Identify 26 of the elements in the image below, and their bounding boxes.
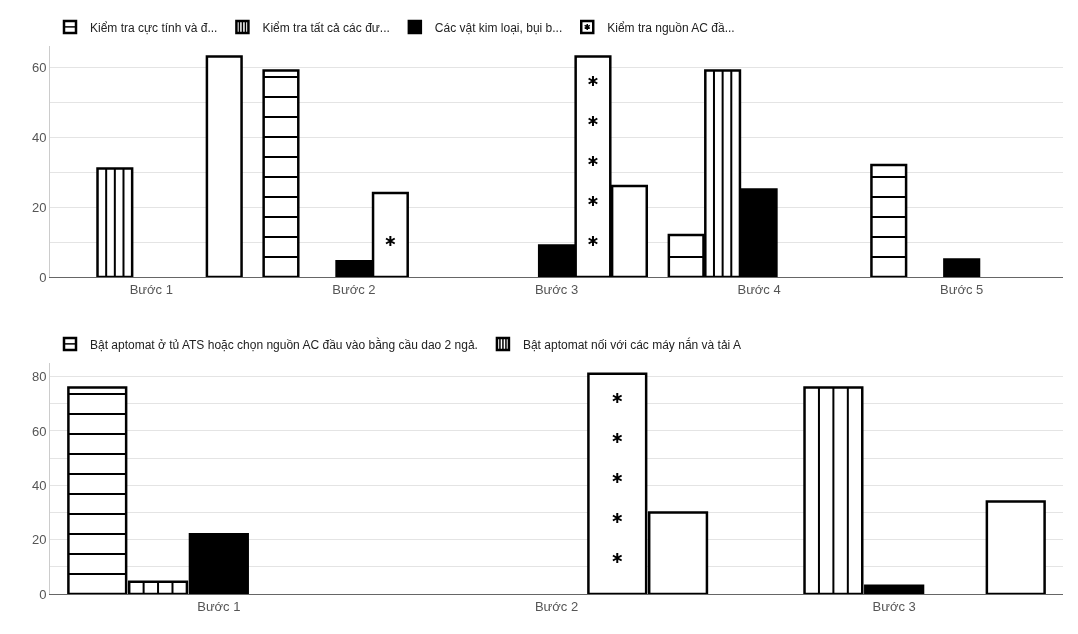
- x-tick-label: Bước 5: [940, 281, 984, 297]
- y-tick-label: 20: [31, 532, 47, 548]
- legend-label: Kiểm tra tất cả các đư...: [262, 20, 390, 35]
- bar: [943, 258, 981, 277]
- y-tick-label: 60: [31, 59, 47, 75]
- legend-label: Các vật kim loại, bụi b...: [434, 20, 563, 35]
- bar: [205, 55, 243, 277]
- y-tick-label: 0: [39, 269, 47, 285]
- x-tick-label: Bước 1: [129, 281, 173, 297]
- legend-label: Bật aptomat ở tủ ATS hoặc chọn nguồn AC đầu vào bằng cầu dao 2 ngả.: [90, 336, 478, 352]
- y-tick-label: 80: [31, 369, 47, 385]
- x-tick-label: Bước 2: [534, 598, 579, 614]
- x-tick-label: Bước 4: [737, 281, 781, 297]
- x-tick-label: Bước 2: [332, 281, 376, 297]
- y-tick-label: 40: [31, 129, 47, 145]
- bar: [985, 500, 1046, 594]
- y-tick-label: 60: [31, 423, 47, 439]
- y-tick-label: 0: [39, 586, 47, 602]
- legend-label: Bật aptomat nối với các máy nắn và tải A: [522, 336, 741, 352]
- x-tick-label: Bước 1: [197, 598, 241, 614]
- x-tick-label: Bước 3: [872, 598, 916, 614]
- legend-label: Kiểm tra nguồn AC đầ...: [607, 20, 735, 35]
- y-tick-label: 40: [31, 477, 47, 493]
- x-tick-label: Bước 3: [534, 281, 579, 297]
- y-tick-label: 20: [31, 199, 47, 215]
- legend-label: Kiểm tra cực tính và đ...: [90, 20, 218, 35]
